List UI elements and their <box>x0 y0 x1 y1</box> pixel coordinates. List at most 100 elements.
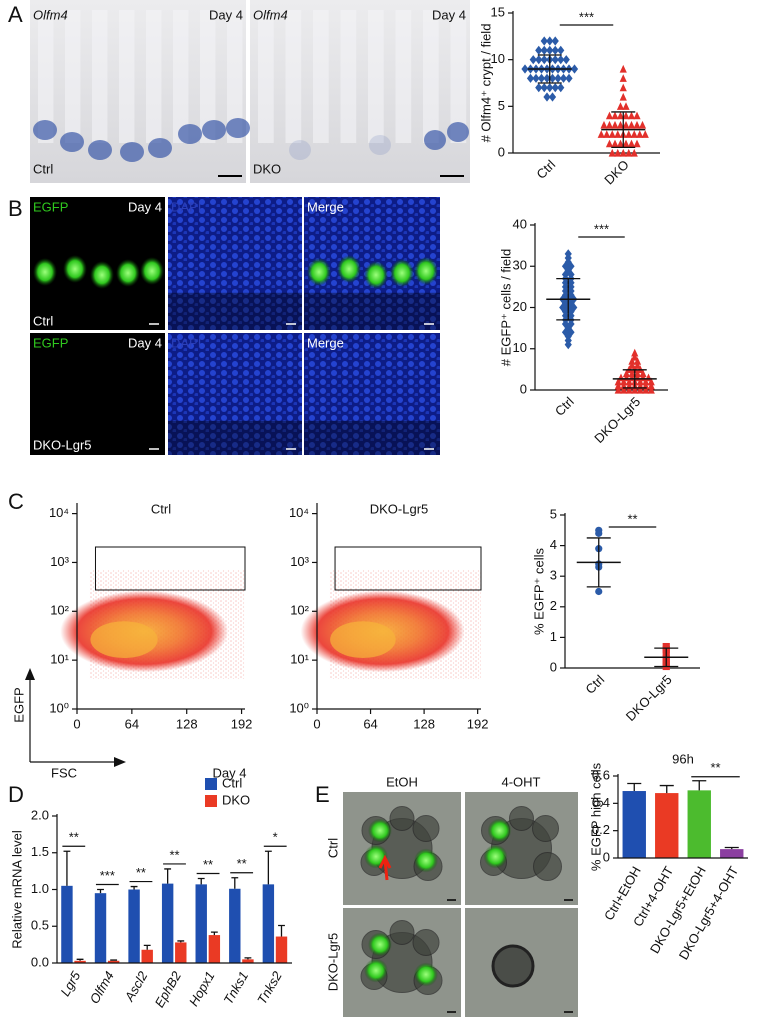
x-tick-label: Olfm4 <box>87 969 117 1007</box>
data-point <box>616 102 625 110</box>
y-axis-label: EGFP <box>11 687 26 722</box>
data-point <box>611 111 619 120</box>
y-tick-label: 10⁴ <box>49 505 69 520</box>
plot-title: 96h <box>672 751 694 766</box>
x-tick-label: 192 <box>231 716 253 731</box>
data-point <box>521 64 529 74</box>
error-bar <box>231 877 239 889</box>
tissue-streak <box>65 10 81 143</box>
x-tick-label: Hopx1 <box>186 969 218 1009</box>
y-tick-label: 10⁴ <box>289 505 309 520</box>
error-bar <box>210 931 218 936</box>
data-point <box>627 120 636 129</box>
data-point <box>529 55 537 65</box>
data-point <box>633 369 642 378</box>
stained-crypt <box>202 120 226 140</box>
y-tick-label: 2 <box>550 598 557 613</box>
significance-label: *** <box>100 868 115 883</box>
data-point <box>622 369 631 378</box>
egfp-signal <box>337 255 361 283</box>
data-point <box>628 361 636 369</box>
panel-label: D <box>8 782 24 807</box>
egfp-signal <box>414 257 438 285</box>
stained-crypt <box>178 124 202 144</box>
y-tick-label: 10 <box>491 51 505 66</box>
y-axis-label: Relative mRNA level <box>9 830 24 949</box>
stained-crypt <box>369 135 391 155</box>
x-tick-label: Ascl2 <box>121 968 151 1005</box>
stained-crypt <box>447 122 469 142</box>
data-point <box>647 385 655 394</box>
egfp-signal <box>368 932 392 957</box>
data-point <box>638 120 647 129</box>
organoid <box>389 920 415 945</box>
significance-label: *** <box>579 9 594 24</box>
data-point <box>543 92 551 102</box>
error-bar <box>659 784 674 794</box>
bar <box>720 849 744 858</box>
bar <box>107 960 120 963</box>
data-point <box>636 385 644 394</box>
data-point <box>559 73 568 83</box>
error-bar <box>627 782 642 792</box>
error-bar <box>278 924 285 937</box>
y-tick-label: 1.5 <box>31 844 49 859</box>
data-point <box>557 45 565 55</box>
row-label: DKO-Lgr5 <box>33 437 92 452</box>
y-tick-label: 2.0 <box>31 807 49 822</box>
row-label: Ctrl <box>33 313 53 328</box>
data-point <box>570 64 579 74</box>
tissue-streak <box>258 10 274 143</box>
data-point <box>647 377 655 386</box>
data-point <box>627 111 636 120</box>
y-tick-label: 30 <box>513 258 527 273</box>
data-point <box>647 381 655 390</box>
panel-label: C <box>8 489 24 514</box>
data-point <box>639 369 647 378</box>
y-tick-label: 10³ <box>290 554 309 569</box>
data-point <box>622 102 630 110</box>
x-tick-label: EphB2 <box>152 968 185 1010</box>
significance-label: ** <box>710 760 720 775</box>
data-point <box>605 139 614 148</box>
egfp-signal <box>307 258 331 286</box>
data-point <box>540 83 548 93</box>
legend-label: DKO <box>222 792 250 807</box>
x-tick-label: Lgr5 <box>57 968 83 999</box>
channel-label: DAPI <box>171 199 201 214</box>
micrograph-shade <box>304 292 440 330</box>
data-point <box>628 369 636 378</box>
micrograph <box>304 333 440 455</box>
x-tick-label: Ctrl <box>533 157 558 182</box>
error-bar <box>197 877 205 885</box>
flow-axes-arrows <box>25 668 126 767</box>
data-point <box>603 130 611 138</box>
tissue-streak <box>92 10 108 143</box>
data-point <box>619 92 627 101</box>
y-axis-label: # Olfm4⁺ crypt / field <box>478 24 493 143</box>
data-point <box>616 120 625 129</box>
x-tick-label: DKO-Lgr5 <box>591 394 643 446</box>
data-point <box>557 55 565 65</box>
sd-bar <box>556 277 581 321</box>
panel-label: E <box>315 782 330 807</box>
tissue-streak <box>423 10 439 143</box>
plot-title: Day 4 <box>213 765 247 780</box>
y-tick-label: 4 <box>550 537 557 552</box>
sd-bar <box>537 54 562 84</box>
y-tick-label: 0 <box>520 381 527 396</box>
x-tick-label: Tnks2 <box>254 968 285 1007</box>
data-point <box>548 92 557 102</box>
micrograph <box>30 333 165 455</box>
legend-label: Ctrl <box>222 775 242 790</box>
sd-bar <box>622 369 647 389</box>
density-core <box>330 621 396 658</box>
data-point <box>633 361 642 369</box>
sd-bar <box>654 647 679 668</box>
data-point <box>628 357 636 365</box>
legend-swatch <box>205 778 217 790</box>
sd-bar <box>611 111 636 149</box>
y-tick-label: 10¹ <box>50 652 69 667</box>
egfp-signal <box>368 818 392 843</box>
bar <box>262 884 275 963</box>
